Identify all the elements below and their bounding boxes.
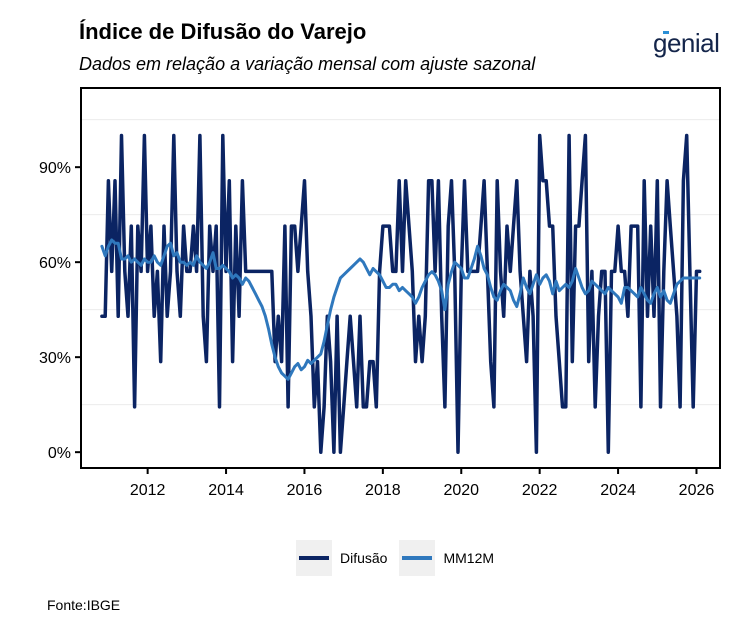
legend-label-mm12m: MM12M: [443, 550, 495, 566]
x-tick-label: 2018: [365, 482, 401, 499]
x-tick-label: 2014: [208, 482, 244, 499]
logo-accent-mark: [663, 31, 669, 34]
x-tick-label: 2024: [600, 482, 636, 499]
legend-swatch-mm12m: [402, 556, 433, 560]
series-line-mm12m: [100, 238, 702, 381]
x-axis: 2012 2014 2016 2018 2020 2022 2024 2026: [130, 468, 715, 499]
x-tick-label: 2012: [130, 482, 166, 499]
y-tick-label: 60%: [39, 255, 71, 272]
source-note: Fonte:IBGE: [47, 597, 121, 613]
legend: Difusão MM12M: [296, 540, 506, 576]
y-tick-label: 30%: [39, 350, 71, 367]
x-tick-label: 2016: [287, 482, 323, 499]
grid-lines: [81, 119, 720, 406]
chart-title: Índice de Difusão do Varejo: [79, 19, 367, 44]
legend-key-mm12m: [399, 540, 436, 576]
legend-swatch-difusao: [299, 556, 329, 560]
series-line-difusao: [100, 133, 702, 454]
legend-label-difusao: Difusão: [340, 550, 388, 566]
y-tick-label: 0%: [48, 445, 71, 462]
y-axis: 0% 30% 60% 90%: [39, 160, 81, 462]
series-group: [100, 133, 702, 454]
x-tick-label: 2026: [679, 482, 715, 499]
x-tick-label: 2022: [522, 482, 558, 499]
genial-logo: genial: [653, 28, 720, 59]
legend-key-difusao: [296, 540, 332, 576]
plot-panel-border: [80, 87, 721, 469]
x-tick-label: 2020: [443, 482, 479, 499]
chart-subtitle: Dados em relação a variação mensal com a…: [79, 54, 536, 74]
y-tick-label: 90%: [39, 160, 71, 177]
